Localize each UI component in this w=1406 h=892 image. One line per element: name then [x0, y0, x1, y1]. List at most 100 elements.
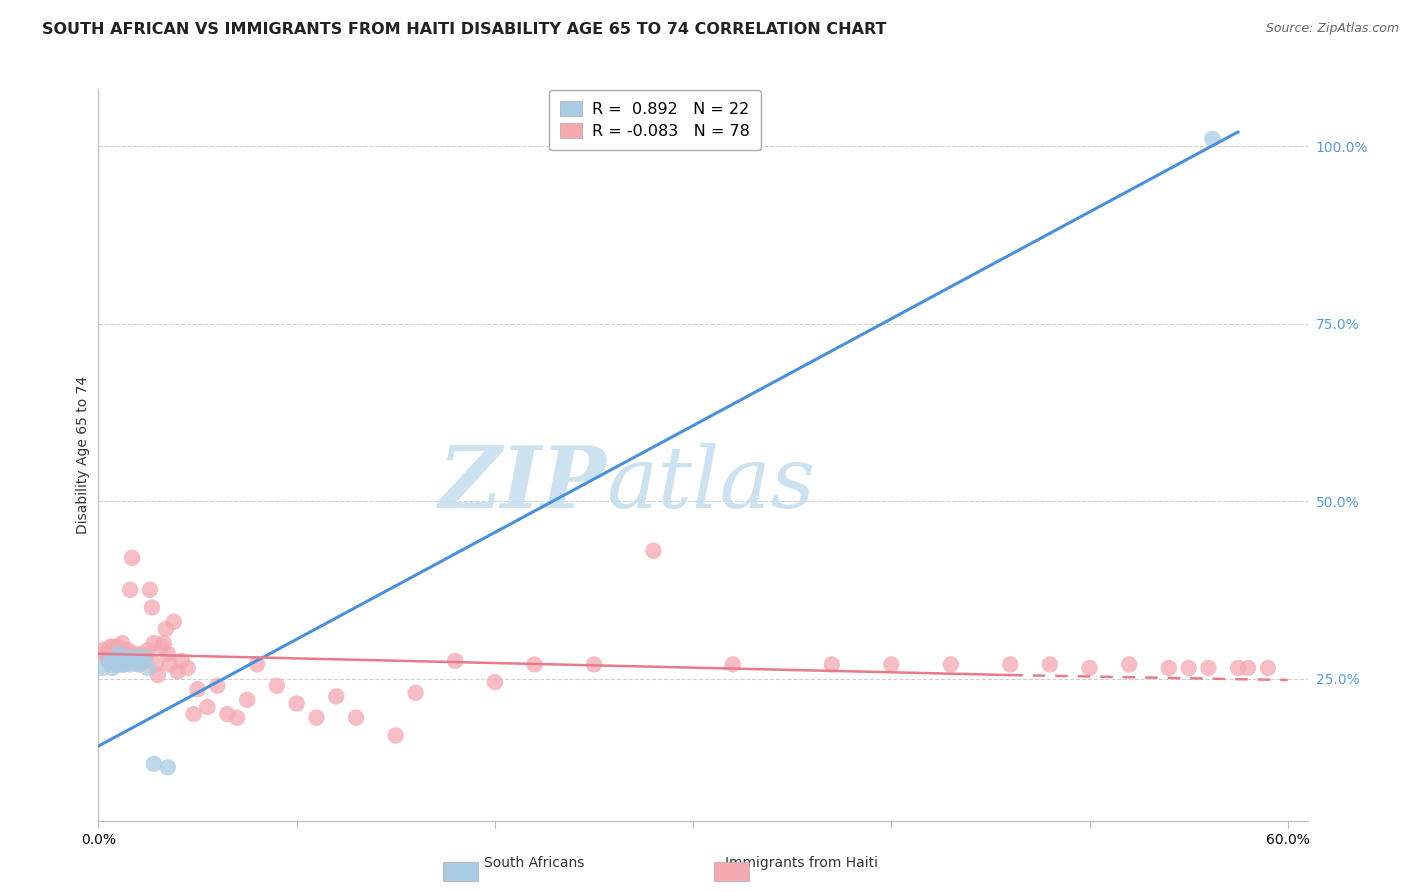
Point [125, 650, 148, 665]
Point [107, 640, 129, 654]
Point [101, 654, 124, 668]
Point [643, 543, 665, 558]
Point [127, 657, 149, 672]
Point [111, 654, 134, 668]
Point [93, 647, 115, 661]
Point [110, 657, 132, 672]
Point [139, 582, 162, 597]
Point [103, 650, 125, 665]
Point [103, 640, 125, 654]
Point [136, 643, 159, 657]
Point [132, 650, 155, 665]
Point [110, 647, 132, 661]
Point [325, 690, 347, 704]
Point [117, 647, 139, 661]
Point [226, 711, 249, 725]
Point [155, 622, 177, 636]
Point [145, 657, 167, 672]
Point [236, 693, 259, 707]
Point [117, 643, 139, 657]
Point [129, 657, 152, 672]
Point [111, 636, 134, 650]
Point [1000, 657, 1022, 672]
Point [163, 615, 186, 629]
Point [111, 650, 134, 665]
Point [217, 707, 239, 722]
Point [141, 600, 163, 615]
Point [266, 679, 288, 693]
Point [582, 657, 605, 672]
Point [107, 647, 129, 661]
Point [120, 657, 142, 672]
Point [98, 640, 121, 654]
Point [91, 643, 114, 657]
Point [120, 582, 142, 597]
Text: South Africans: South Africans [484, 855, 585, 870]
Point [132, 654, 155, 668]
Point [484, 675, 506, 690]
Point [101, 647, 124, 661]
Point [122, 654, 145, 668]
Point [127, 654, 149, 668]
Point [939, 657, 962, 672]
Point [150, 640, 173, 654]
Point [305, 711, 328, 725]
Point [107, 650, 129, 665]
Point [721, 657, 744, 672]
Point [129, 654, 152, 668]
Text: SOUTH AFRICAN VS IMMIGRANTS FROM HAITI DISABILITY AGE 65 TO 74 CORRELATION CHART: SOUTH AFRICAN VS IMMIGRANTS FROM HAITI D… [42, 22, 887, 37]
Point [121, 550, 143, 565]
Point [136, 661, 159, 675]
Point [96, 650, 118, 665]
Point [344, 711, 367, 725]
Legend: R =  0.892   N = 22, R = -0.083   N = 78: R = 0.892 N = 22, R = -0.083 N = 78 [548, 90, 761, 150]
Point [207, 679, 229, 693]
Point [1237, 661, 1260, 675]
Point [1157, 661, 1180, 675]
Point [103, 654, 125, 668]
Point [142, 636, 165, 650]
Point [146, 668, 169, 682]
Point [117, 650, 139, 665]
Point [112, 657, 135, 672]
Point [105, 657, 128, 672]
Point [156, 760, 179, 774]
Point [135, 650, 157, 665]
Point [170, 654, 193, 668]
Text: Source: ZipAtlas.com: Source: ZipAtlas.com [1265, 22, 1399, 36]
Point [176, 661, 198, 675]
Point [197, 700, 219, 714]
Point [384, 728, 406, 742]
Point [101, 661, 124, 675]
Point [121, 654, 143, 668]
Point [880, 657, 903, 672]
Text: atlas: atlas [606, 442, 815, 525]
Text: ZIP: ZIP [439, 442, 606, 526]
Point [183, 707, 205, 722]
Point [115, 654, 138, 668]
Point [115, 650, 138, 665]
Point [1198, 661, 1220, 675]
Point [159, 657, 181, 672]
Point [122, 647, 145, 661]
Y-axis label: Disability Age 65 to 74: Disability Age 65 to 74 [76, 376, 90, 534]
Point [156, 647, 179, 661]
Point [246, 657, 269, 672]
Point [523, 657, 546, 672]
Point [97, 654, 120, 668]
Point [105, 657, 128, 672]
Point [1257, 661, 1279, 675]
Point [1078, 661, 1101, 675]
Point [186, 682, 208, 697]
Point [1039, 657, 1062, 672]
Point [1201, 132, 1223, 146]
Point [821, 657, 844, 672]
Point [91, 661, 114, 675]
Point [153, 636, 176, 650]
Point [112, 657, 135, 672]
Point [125, 650, 148, 665]
Point [166, 665, 188, 679]
Point [285, 697, 308, 711]
Point [112, 647, 135, 661]
Text: Immigrants from Haiti: Immigrants from Haiti [725, 855, 877, 870]
